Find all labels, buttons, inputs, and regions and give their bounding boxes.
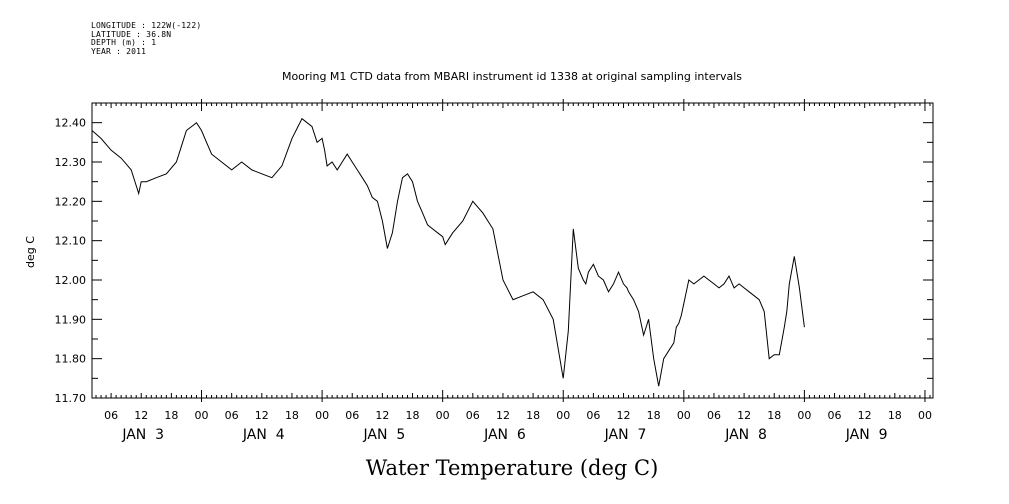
latitude-text: LATITUDE : 36.8N [91,29,172,39]
day-label: JAN 4 [242,427,285,443]
x-tick-label: 06 [828,409,842,422]
x-tick-label: 12 [496,409,510,422]
y-tick-label: 12.10 [55,235,87,248]
y-tick-label: 11.70 [55,392,87,405]
x-tick-label: 00 [556,409,570,422]
plot-frame [91,102,934,399]
x-tick-label: 00 [677,409,691,422]
x-tick-label: 12 [375,409,389,422]
x-tick-label: 06 [586,409,600,422]
x-tick-label: 00 [918,409,932,422]
x-tick-label: 00 [436,409,450,422]
x-axis-label: Water Temperature (deg C) [366,456,659,480]
x-tick-label: 00 [315,409,329,422]
x-tick-label: 18 [406,409,420,422]
x-tick-label: 06 [104,409,118,422]
chart-title: Mooring M1 CTD data from MBARI instrumen… [282,70,742,83]
x-tick-label: 06 [466,409,480,422]
x-tick-label: 12 [858,409,872,422]
y-tick-label: 12.30 [55,156,87,169]
x-tick-label: 00 [195,409,209,422]
series-line-water-temperature [91,117,805,387]
x-tick-label: 06 [225,409,239,422]
depth-text: DEPTH (m) : 1 [91,38,157,48]
y-tick-label: 12.20 [55,195,87,208]
x-tick-label: 18 [767,409,781,422]
x-tick-label: 18 [285,409,299,422]
axis-ticks [92,99,933,402]
y-tick-label: 11.80 [55,353,87,366]
x-tick-label: 18 [526,409,540,422]
y-tick-label: 12.40 [55,117,87,130]
y-tick-label: 12.00 [55,274,87,287]
y-tick-labels: 11.70 11.80 11.90 12.00 12.10 12.20 12.30 12.40 [55,117,87,405]
x-tick-label: 12 [255,409,269,422]
longitude-text: LONGITUDE : 122W(-122) [91,21,202,30]
x-tick-label: 06 [345,409,359,422]
day-label: JAN 8 [724,427,767,443]
day-label: JAN 9 [845,427,888,443]
day-label: JAN 5 [363,427,406,443]
x-tick-label: 00 [797,409,811,422]
day-label: JAN 7 [604,427,647,443]
y-tick-label: 11.90 [55,313,87,326]
x-tick-label: 06 [707,409,721,422]
day-label: JAN 6 [483,427,526,443]
day-labels: JAN 3 JAN 4 JAN 5 JAN 6 JAN 7 JAN 8 JAN 9 [121,427,887,443]
x-tick-label: 18 [647,409,661,422]
x-tick-label: 18 [164,409,178,422]
metadata-block: LONGITUDE : 122W(-122) LATITUDE : 36.8N … [91,21,202,56]
x-tick-labels: 06 12 18 00 06 12 18 00 06 12 18 00 06 12 18 00 06 12 18 00… [104,409,932,422]
x-tick-label: 12 [617,409,631,422]
day-label: JAN 3 [121,427,164,443]
y-axis-label: deg C [24,236,37,268]
x-tick-label: 12 [134,409,148,422]
x-tick-label: 12 [737,409,751,422]
year-text: YEAR : 2011 [91,46,147,56]
x-tick-label: 18 [888,409,902,422]
